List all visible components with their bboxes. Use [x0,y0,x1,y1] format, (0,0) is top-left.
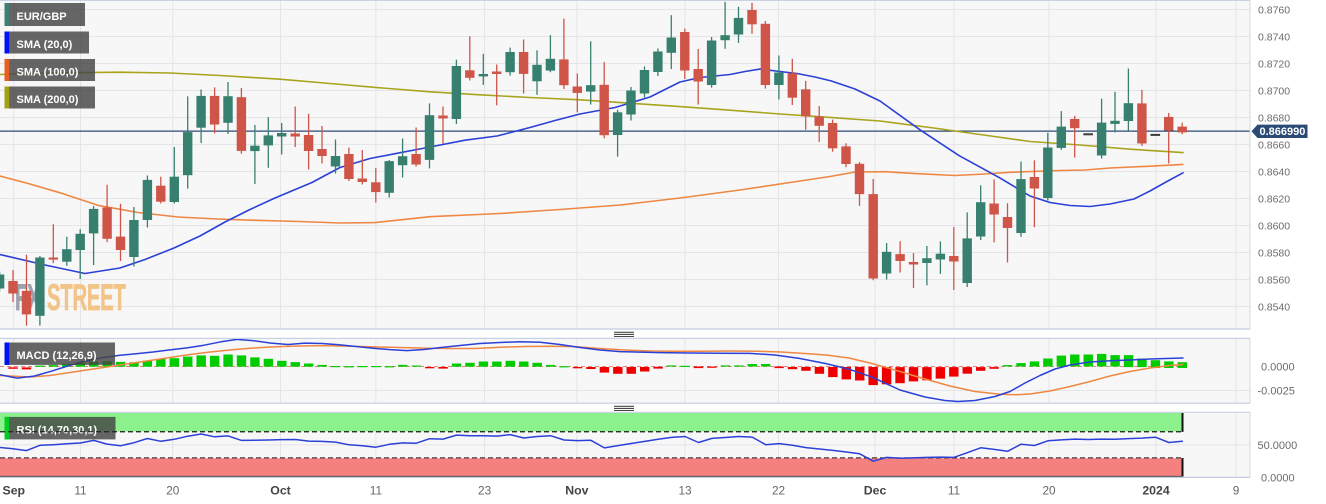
svg-text:20: 20 [166,484,180,498]
svg-text:Nov: Nov [565,484,588,498]
svg-text:0.8620: 0.8620 [1258,193,1290,205]
svg-text:0.8700: 0.8700 [1258,85,1290,97]
svg-text:0.8660: 0.8660 [1258,139,1290,151]
svg-text:SMA (200,0): SMA (200,0) [17,94,79,106]
svg-text:STREET: STREET [47,278,126,319]
svg-text:EUR/GBP: EUR/GBP [17,11,67,23]
svg-text:SMA (20,0): SMA (20,0) [17,39,73,51]
svg-text:0.8760: 0.8760 [1258,4,1290,16]
svg-text:Sep: Sep [3,484,26,498]
svg-text:23: 23 [478,484,492,498]
svg-text:20: 20 [1042,484,1056,498]
svg-text:11: 11 [74,484,86,498]
svg-text:0.8600: 0.8600 [1258,220,1290,232]
svg-text:-0.0025: -0.0025 [1258,386,1295,398]
svg-text:0.8740: 0.8740 [1258,31,1290,43]
svg-text:22: 22 [772,484,785,498]
svg-text:50.0000: 50.0000 [1258,440,1298,452]
svg-text:13: 13 [678,484,692,498]
svg-text:MACD (12,26,9): MACD (12,26,9) [17,350,97,362]
svg-text:Oct: Oct [270,484,291,498]
svg-text:0.8560: 0.8560 [1258,274,1290,286]
svg-text:Dec: Dec [864,484,887,498]
svg-text:11: 11 [370,484,382,498]
svg-text:0.0000: 0.0000 [1261,472,1295,484]
svg-text:RSI (14,70,30,1): RSI (14,70,30,1) [17,424,98,436]
svg-text:2024: 2024 [1142,484,1170,498]
svg-text:9: 9 [1233,484,1240,498]
svg-text:0.866990: 0.866990 [1260,126,1306,138]
svg-text:0.8580: 0.8580 [1258,247,1290,259]
svg-text:SMA (100,0): SMA (100,0) [17,66,79,78]
svg-text:0.8680: 0.8680 [1258,112,1290,124]
svg-text:0.8640: 0.8640 [1258,166,1290,178]
svg-text:11: 11 [948,484,960,498]
svg-text:0.8720: 0.8720 [1258,58,1290,70]
svg-text:0.8540: 0.8540 [1258,301,1290,313]
svg-text:0.0000: 0.0000 [1261,362,1295,374]
